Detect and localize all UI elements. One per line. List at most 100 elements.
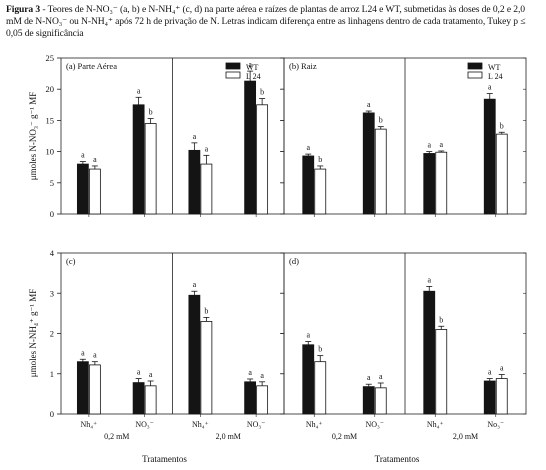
significance-letter: a <box>93 351 97 360</box>
bar-wt <box>483 98 496 215</box>
legend-label-l24: L 24 <box>246 72 261 81</box>
bar-l24 <box>314 168 327 215</box>
panel-label: (a) Parte Aérea <box>66 61 117 71</box>
significance-letter: b <box>149 108 153 117</box>
significance-letter: a <box>81 348 85 357</box>
bar-wt <box>483 380 496 415</box>
bar-l24 <box>256 385 269 415</box>
dose-label: 2,0 mM <box>216 432 241 441</box>
y-tick-label: 1 <box>50 369 54 379</box>
bar-l24 <box>435 151 448 215</box>
significance-letter: b <box>204 306 208 315</box>
x-tick-label: NO₃⁻ <box>135 420 154 429</box>
significance-letter: b <box>318 155 322 164</box>
significance-letter: a <box>205 144 209 153</box>
significance-letter: a <box>149 370 153 379</box>
dose-label: 2,0 mM <box>453 432 478 441</box>
significance-letter: a <box>248 368 252 377</box>
y-axis-label-top: μmoles N-NO₃⁻ g⁻¹ MF <box>28 92 38 180</box>
bar-l24 <box>200 163 213 215</box>
x-tick-label: NO₃⁻ <box>247 420 266 429</box>
bar-wt <box>76 163 89 215</box>
legend-swatch-l24 <box>225 71 241 79</box>
figure-caption: Figura 3 - Teores de N-NO₃⁻ (a, b) e N-N… <box>6 4 542 40</box>
significance-letter: b <box>260 88 264 97</box>
y-tick-label: 10 <box>46 147 55 157</box>
y-axis-label-bottom: μmoles N-NH₄⁺ g⁻¹ MF <box>28 289 38 377</box>
bar-l24 <box>144 123 157 215</box>
bar-wt <box>132 382 145 415</box>
y-tick-label: 25 <box>46 53 55 63</box>
y-tick-label: 0 <box>50 409 54 419</box>
bar-wt <box>188 149 201 215</box>
significance-letter: a <box>367 100 371 109</box>
legend-swatch-wt <box>467 62 483 70</box>
significance-letter: a <box>427 141 431 150</box>
bar-wt <box>362 386 375 415</box>
significance-letter: a <box>306 331 310 340</box>
caption-label: Figura 3 <box>6 4 41 15</box>
bar-l24 <box>374 128 387 215</box>
legend-label-l24: L 24 <box>488 72 503 81</box>
bar-wt <box>244 381 257 415</box>
bar-l24 <box>314 361 327 415</box>
bar-l24 <box>88 364 101 415</box>
significance-letter: b <box>500 121 504 130</box>
bar-wt <box>188 294 201 415</box>
significance-letter: a <box>306 143 310 152</box>
panel-label: (d) <box>289 256 299 266</box>
bar-wt <box>362 112 375 215</box>
x-tick-label: NO₃⁻ <box>365 420 384 429</box>
bar-wt <box>302 344 315 415</box>
significance-letter: a <box>500 364 504 373</box>
x-tick-label: Nh₄⁺ <box>306 420 323 429</box>
bar-l24 <box>256 104 269 215</box>
x-axis-label: Tratamentos <box>142 454 187 464</box>
dose-label: 0,2 mM <box>332 432 357 441</box>
significance-letter: a <box>488 368 492 377</box>
y-tick-label: 3 <box>50 288 54 298</box>
bar-wt <box>423 153 436 215</box>
bar-wt <box>244 80 257 215</box>
y-tick-label: 2 <box>50 329 54 339</box>
bar-l24 <box>144 385 157 415</box>
dose-label: 0,2 mM <box>104 432 129 441</box>
bar-wt <box>302 155 315 215</box>
y-tick-label: 0 <box>50 209 54 219</box>
significance-letter: a <box>439 140 443 149</box>
y-tick-label: 5 <box>50 178 54 188</box>
significance-letter: a <box>248 60 252 69</box>
caption-text: - Teores de N-NO₃⁻ (a, b) e N-NH₄⁺ (c, d… <box>6 4 526 39</box>
significance-letter: a <box>81 151 85 160</box>
legend-label-wt: WT <box>246 63 259 72</box>
significance-letter: a <box>93 155 97 164</box>
significance-letter: b <box>439 315 443 324</box>
x-axis-label: Tratamentos <box>375 454 420 464</box>
legend-swatch-l24 <box>467 71 483 79</box>
bar-wt <box>76 361 89 415</box>
significance-letter: a <box>260 371 264 380</box>
significance-letter: a <box>427 275 431 284</box>
significance-letter: a <box>379 372 383 381</box>
x-tick-label: No₃⁻ <box>487 420 504 429</box>
significance-letter: b <box>379 116 383 125</box>
legend-swatch-wt <box>225 62 241 70</box>
y-tick-label: 20 <box>46 84 55 94</box>
bar-l24 <box>200 321 213 415</box>
significance-letter: a <box>193 280 197 289</box>
significance-letter: a <box>137 368 141 377</box>
panel-label: (c) <box>66 256 76 266</box>
x-tick-label: Nh₄⁺ <box>192 420 209 429</box>
bar-l24 <box>374 387 387 415</box>
significance-letter: a <box>488 83 492 92</box>
bar-l24 <box>495 378 508 415</box>
significance-letter: a <box>367 373 371 382</box>
legend-label-wt: WT <box>488 63 501 72</box>
y-tick-label: 4 <box>50 248 55 258</box>
significance-letter: a <box>193 132 197 141</box>
bar-l24 <box>435 329 448 415</box>
bar-wt <box>132 104 145 215</box>
y-tick-label: 15 <box>46 115 55 125</box>
significance-letter: b <box>318 345 322 354</box>
